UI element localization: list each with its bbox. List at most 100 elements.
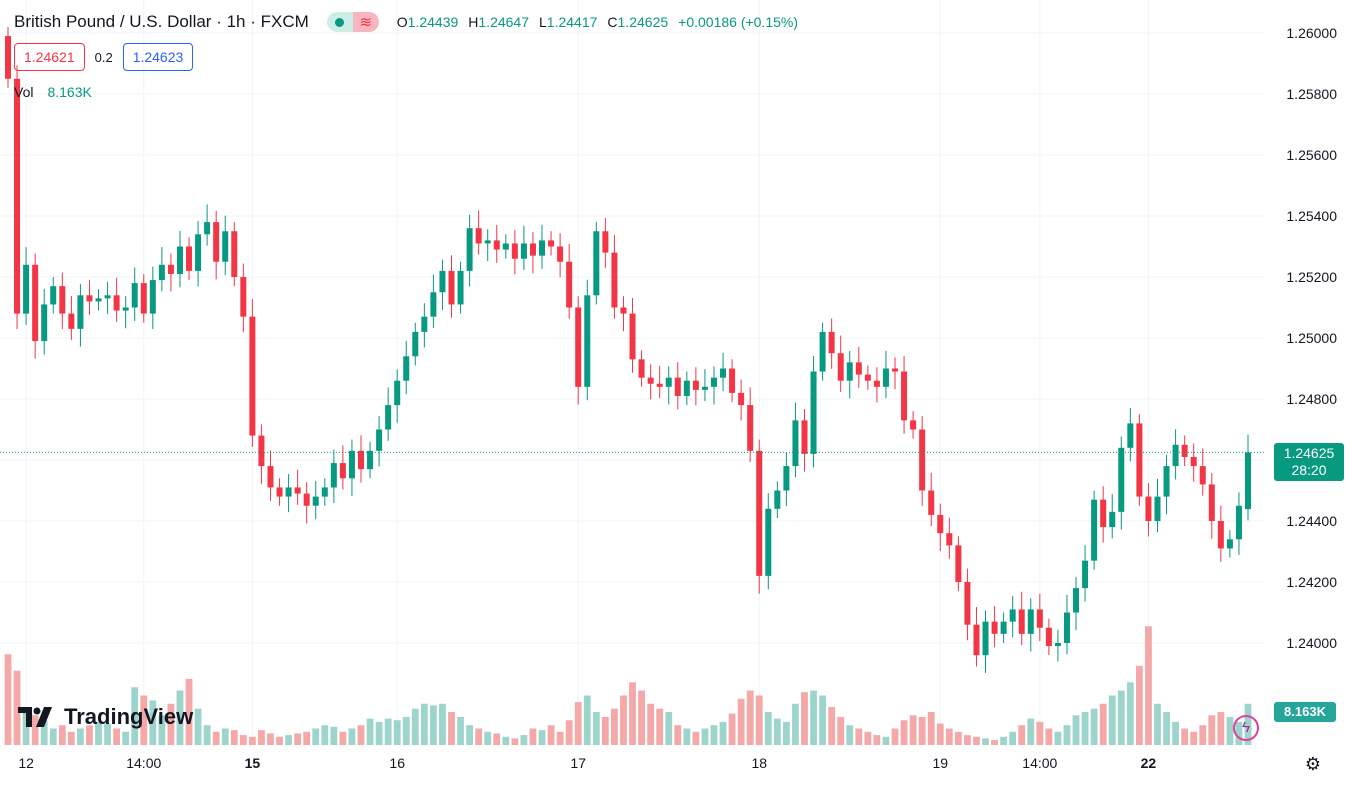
candle-body xyxy=(222,231,229,262)
candle-body xyxy=(1082,560,1089,589)
volume-label: Vol xyxy=(14,84,34,100)
volume-bars xyxy=(4,626,1252,745)
y-tick-label: 1.25800 xyxy=(1286,86,1337,102)
spread-value: 0.2 xyxy=(94,49,113,65)
lightning-icon[interactable]: ϟ xyxy=(1233,715,1259,741)
candle-body xyxy=(167,264,174,274)
candle-body xyxy=(774,490,781,509)
volume-bar xyxy=(357,725,365,745)
candle-body xyxy=(548,240,555,247)
volume-bar xyxy=(882,736,890,745)
volume-bar xyxy=(339,731,347,745)
candle-body xyxy=(457,270,464,305)
candle-body xyxy=(195,234,202,271)
candle-body xyxy=(638,359,645,378)
candle-body xyxy=(665,377,672,387)
volume-bar xyxy=(737,698,745,745)
x-tick-label: 12 xyxy=(18,755,34,771)
volume-bar xyxy=(801,692,808,745)
volume-bar xyxy=(583,695,591,745)
volume-bar xyxy=(964,735,971,745)
candle-body xyxy=(910,420,917,430)
volume-bar xyxy=(909,715,917,745)
volume-bar xyxy=(638,690,645,745)
volume-bar xyxy=(176,690,184,745)
volume-bar xyxy=(248,736,256,745)
volume-bar xyxy=(303,731,311,745)
volume-bar xyxy=(936,723,944,745)
volume-bar xyxy=(366,718,374,745)
volume-bar xyxy=(1226,716,1234,745)
volume-bar xyxy=(900,720,908,745)
volume-bar xyxy=(647,703,655,745)
volume-bar xyxy=(276,736,283,745)
candle-body xyxy=(629,313,636,360)
volume-bar xyxy=(420,703,428,745)
volume-bar xyxy=(520,735,528,745)
volume-bar xyxy=(927,712,935,745)
symbol-title[interactable]: British Pound / U.S. Dollar · 1h · FXCM xyxy=(14,12,309,31)
candle-body xyxy=(792,420,799,467)
volume-bar xyxy=(140,695,148,745)
candle-body xyxy=(376,429,383,451)
candle-body xyxy=(430,292,437,317)
volume-bar xyxy=(1072,715,1080,745)
candle-body xyxy=(901,371,908,421)
volume-legend[interactable]: Vol 8.163K xyxy=(14,84,92,100)
buy-button[interactable]: 1.24623 xyxy=(122,43,194,71)
candle-body xyxy=(701,386,708,390)
price-candles xyxy=(5,26,1251,673)
volume-bar xyxy=(475,728,483,745)
status-pill[interactable]: ≋ xyxy=(326,12,379,32)
tradingview-logo[interactable]: TradingView xyxy=(18,704,193,730)
volume-bar xyxy=(158,715,166,745)
volume-bar xyxy=(13,670,21,745)
candle-body xyxy=(339,463,346,479)
candle-body xyxy=(1036,609,1043,628)
candle-body xyxy=(593,231,600,296)
volume-bar xyxy=(294,733,302,745)
candle-body xyxy=(846,362,853,381)
volume-bar xyxy=(692,731,700,745)
candle-body xyxy=(357,450,364,470)
volume-bar xyxy=(67,731,75,745)
volume-bar xyxy=(484,731,492,745)
volume-tag: 8.163K xyxy=(1274,702,1336,722)
candle-body xyxy=(819,331,826,372)
candle-body xyxy=(276,487,283,497)
volume-bar xyxy=(918,716,926,745)
candle-body xyxy=(77,295,84,329)
volume-bar xyxy=(1045,728,1053,745)
volume-bar xyxy=(828,707,836,745)
sell-button[interactable]: 1.24621 xyxy=(14,43,85,71)
candle-body xyxy=(421,316,428,332)
volume-bar xyxy=(40,720,48,745)
volume-bar xyxy=(457,716,464,745)
volume-bar xyxy=(674,725,682,745)
volume-bar xyxy=(1009,731,1017,745)
candle-body xyxy=(783,466,790,491)
candle-body xyxy=(647,377,654,384)
gear-icon[interactable]: ⚙ xyxy=(1304,754,1322,774)
candle-body xyxy=(973,624,980,656)
volume-bar xyxy=(746,690,754,745)
candle-body xyxy=(1199,466,1206,485)
volume-bar xyxy=(167,703,175,745)
volume-bar xyxy=(1181,728,1189,745)
candle-body xyxy=(394,380,401,406)
candle-body xyxy=(539,240,546,256)
candle-body xyxy=(484,240,491,244)
quote-buttons: 1.24621 0.2 1.24623 xyxy=(14,43,194,71)
volume-bar xyxy=(991,740,998,745)
candle-body xyxy=(213,222,220,262)
candle-body xyxy=(873,380,880,387)
candle-body xyxy=(267,466,274,488)
price-axis: 1.26000 1.25800 1.25600 1.25400 1.25200 1.250… xyxy=(1286,25,1337,651)
candle-body xyxy=(312,496,319,506)
volume-bar xyxy=(755,695,763,745)
volume-bar xyxy=(710,725,718,745)
last-price-tag: 1.24625 28:20 xyxy=(1274,443,1344,481)
x-tick-label: 16 xyxy=(389,755,405,771)
candle-body xyxy=(113,295,120,311)
